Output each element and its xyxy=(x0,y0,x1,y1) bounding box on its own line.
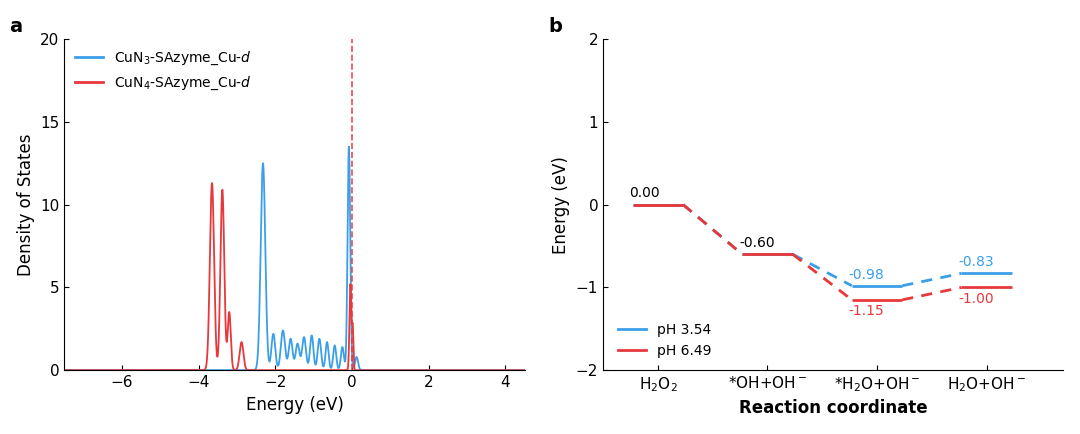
Text: -1.00: -1.00 xyxy=(958,292,994,306)
X-axis label: Energy (eV): Energy (eV) xyxy=(245,396,343,414)
Text: -0.98: -0.98 xyxy=(849,268,885,282)
Text: 0.00: 0.00 xyxy=(630,187,660,201)
Text: -0.60: -0.60 xyxy=(739,236,774,250)
Y-axis label: Density of States: Density of States xyxy=(16,133,35,276)
Text: -0.83: -0.83 xyxy=(958,255,994,269)
Text: b: b xyxy=(548,16,562,36)
X-axis label: Reaction coordinate: Reaction coordinate xyxy=(739,399,928,418)
Legend: pH 3.54, pH 6.49: pH 3.54, pH 6.49 xyxy=(612,318,717,364)
Y-axis label: Energy (eV): Energy (eV) xyxy=(552,156,570,253)
Legend: CuN$_3$-SAzyme_Cu-$d$, CuN$_4$-SAzyme_Cu-$d$: CuN$_3$-SAzyme_Cu-$d$, CuN$_4$-SAzyme_Cu… xyxy=(71,46,256,96)
Text: -1.15: -1.15 xyxy=(849,304,885,318)
Text: a: a xyxy=(9,16,23,36)
